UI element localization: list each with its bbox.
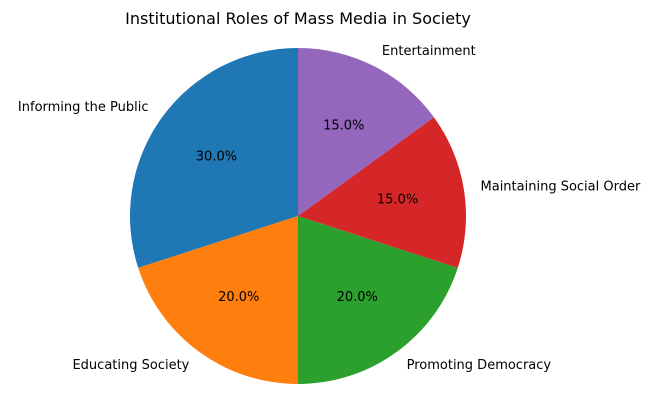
pie-slice-entertainment [298,48,434,216]
slice-percent-promoting-democracy: 20.0% [337,290,378,305]
slice-percent-educating-society: 20.0% [218,290,259,305]
pie-slice-informing-the-public [129,48,298,268]
slice-label-informing-the-public: Informing the Public [18,100,149,115]
slice-percent-maintaining-social-order: 15.0% [377,193,418,208]
slice-label-educating-society: Educating Society [72,358,189,373]
pie-slices [129,48,466,384]
slice-label-maintaining-social-order: Maintaining Social Order [481,180,641,195]
pie-slice-educating-society [138,216,298,384]
slice-label-entertainment: Entertainment [382,44,476,59]
pie-slice-promoting-democracy [298,216,458,384]
slice-percent-informing-the-public: 30.0% [196,149,237,164]
chart-title: Institutional Roles of Mass Media in Soc… [125,9,471,28]
slice-label-promoting-democracy: Promoting Democracy [407,358,552,373]
pie-slice-maintaining-social-order [298,117,466,268]
pie-labels: Informing the Public 30.0% Educating Socie… [18,44,641,373]
slice-percent-entertainment: 15.0% [323,119,364,134]
